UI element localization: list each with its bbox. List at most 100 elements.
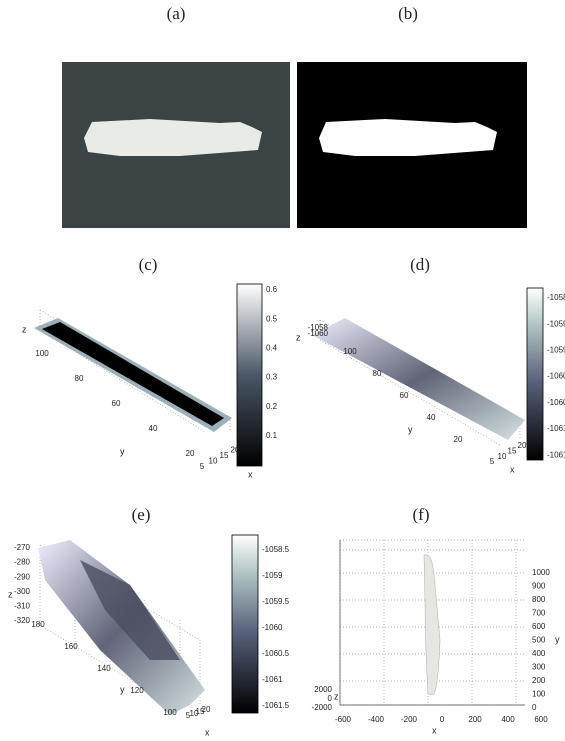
mask-shape <box>319 119 497 156</box>
tick-label: 80 <box>373 369 382 378</box>
tick-label: -1061.5 <box>262 701 290 710</box>
colorbar <box>237 284 262 466</box>
page: (a) (b) (c) (d) (e) (f) z y x z y x z y … <box>0 0 565 741</box>
axis-label: y <box>555 634 560 644</box>
figure: (a) (b) (c) (d) (e) (f) z y x z y x z y … <box>0 0 565 741</box>
tick-label: 500 <box>532 636 546 645</box>
point-cloud <box>424 555 440 695</box>
tick-label: 0.3 <box>266 373 278 382</box>
tick-label: -320 <box>14 616 31 625</box>
tick-label: 1000 <box>532 568 550 577</box>
panel-label: (e) <box>132 505 151 524</box>
tick-label: 60 <box>112 399 121 408</box>
tick-label: 10 <box>209 457 218 466</box>
tick-label: -1058.5 <box>262 545 290 554</box>
tick-label: 20 <box>231 446 240 455</box>
axis-label: x <box>205 727 210 737</box>
tick-label: 600 <box>534 715 548 724</box>
tick-label: 20 <box>202 705 211 714</box>
tick-label: 20 <box>518 441 527 450</box>
axis-label: x <box>248 469 253 479</box>
tick-label: 10 <box>498 452 507 461</box>
tick-label: 0 <box>328 694 333 703</box>
tick-label: 800 <box>532 595 546 604</box>
tick-label: 80 <box>75 374 84 383</box>
tick-label: 900 <box>532 582 546 591</box>
tick-label: 300 <box>532 663 546 672</box>
axis-label: y <box>120 446 125 456</box>
tick-label: -600 <box>335 715 352 724</box>
tick-label: 400 <box>501 715 515 724</box>
tick-label: 0.2 <box>266 402 278 411</box>
tick-label: 180 <box>31 620 45 629</box>
tick-label: 15 <box>220 451 229 460</box>
tick-label: 20 <box>186 449 195 458</box>
axis-label: z <box>296 332 301 342</box>
tick-label: 2000 <box>314 685 332 694</box>
tick-label: -200 <box>401 715 418 724</box>
tick-label: -1061 <box>547 424 565 433</box>
tick-label: -1060.5 <box>262 649 290 658</box>
colorbar <box>527 288 543 460</box>
axis-label: z <box>22 324 27 334</box>
panel-label: (d) <box>410 255 430 274</box>
tick-label: 20 <box>454 435 463 444</box>
tick-label: -2000 <box>312 703 333 712</box>
tick-label: 400 <box>532 649 546 658</box>
surface <box>42 322 224 426</box>
tick-label: -1061.5 <box>547 450 565 459</box>
tick-label: 200 <box>468 715 482 724</box>
tick-label: -1059 <box>262 571 283 580</box>
tick-label: 0.1 <box>266 431 278 440</box>
tick-label: 600 <box>532 622 546 631</box>
tick-label: -400 <box>368 715 385 724</box>
axis-label: x <box>432 725 437 735</box>
axis-label: x <box>510 464 515 474</box>
tick-label: -1059.5 <box>547 346 565 355</box>
tick-label: -1058.5 <box>547 293 565 302</box>
tick-label: 100 <box>532 690 546 699</box>
tick-label: -1061 <box>262 675 283 684</box>
tick-label: 0 <box>532 703 537 712</box>
tick-label: 140 <box>97 664 111 673</box>
specimen <box>84 119 262 156</box>
tick-label: 700 <box>532 609 546 618</box>
tick-label: 0.6 <box>266 285 278 294</box>
tick-label: 15 <box>508 447 517 456</box>
tick-label: -300 <box>14 587 31 596</box>
tick-label: 160 <box>64 642 78 651</box>
tick-label: 100 <box>35 349 49 358</box>
axis-label: z <box>8 589 13 599</box>
tick-label: 100 <box>163 708 177 717</box>
surface <box>312 318 525 440</box>
tick-label: 40 <box>427 413 436 422</box>
tick-label: -310 <box>14 602 31 611</box>
tick-label: -270 <box>14 543 31 552</box>
panel-label: (c) <box>139 255 158 274</box>
tick-label: -1060 <box>547 372 565 381</box>
tick-label: 0 <box>440 715 445 724</box>
tick-label: 0.4 <box>266 344 278 353</box>
axis-label: y <box>408 424 413 434</box>
tick-label: 40 <box>149 424 158 433</box>
tick-label: -1059 <box>547 319 565 328</box>
tick-label: -1060 <box>262 623 283 632</box>
panel-label: (a) <box>167 4 186 23</box>
axis-label: z <box>334 691 339 701</box>
tick-label: -1060.5 <box>547 398 565 407</box>
tick-label: -1060 <box>308 329 329 338</box>
panel-label: (b) <box>398 4 418 23</box>
tick-label: -1059.5 <box>262 597 290 606</box>
tick-label: 5 <box>200 462 205 471</box>
tick-label: 200 <box>532 676 546 685</box>
tick-label: -290 <box>14 572 31 581</box>
tick-label: -280 <box>14 558 31 567</box>
axis-label: y <box>120 684 125 694</box>
tick-label: 120 <box>130 686 144 695</box>
tick-label: 60 <box>400 391 409 400</box>
tick-label: 5 <box>490 457 495 466</box>
panel-label: (f) <box>413 505 430 524</box>
tick-label: 100 <box>343 347 357 356</box>
tick-label: 0.5 <box>266 314 278 323</box>
colorbar <box>232 535 258 713</box>
